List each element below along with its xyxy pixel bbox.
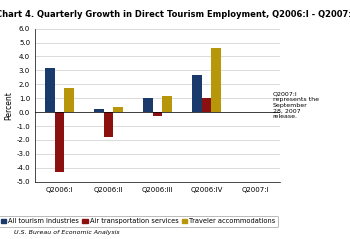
Legend: All tourism industries, Air transportation services, Traveler accommodations: All tourism industries, Air transportati… (0, 216, 278, 227)
Bar (153, 112, 162, 116)
Bar (192, 75, 202, 112)
Text: Chart 4. Quarterly Growth in Direct Tourism Employment, Q2006:I - Q2007:I: Chart 4. Quarterly Growth in Direct Tour… (0, 10, 350, 19)
Bar (94, 109, 104, 112)
Bar (55, 112, 64, 172)
Bar (211, 48, 221, 112)
Bar (113, 107, 123, 112)
Text: U.S. Bureau of Economic Analysis: U.S. Bureau of Economic Analysis (14, 230, 120, 235)
Bar (64, 88, 74, 112)
Text: Q2007:I
represents the
September
28, 2007
release.: Q2007:I represents the September 28, 200… (273, 91, 319, 120)
Bar (45, 68, 55, 112)
Y-axis label: Percent: Percent (5, 91, 14, 120)
Bar (162, 96, 172, 112)
Bar (104, 112, 113, 137)
Bar (202, 98, 211, 112)
Bar (143, 98, 153, 112)
